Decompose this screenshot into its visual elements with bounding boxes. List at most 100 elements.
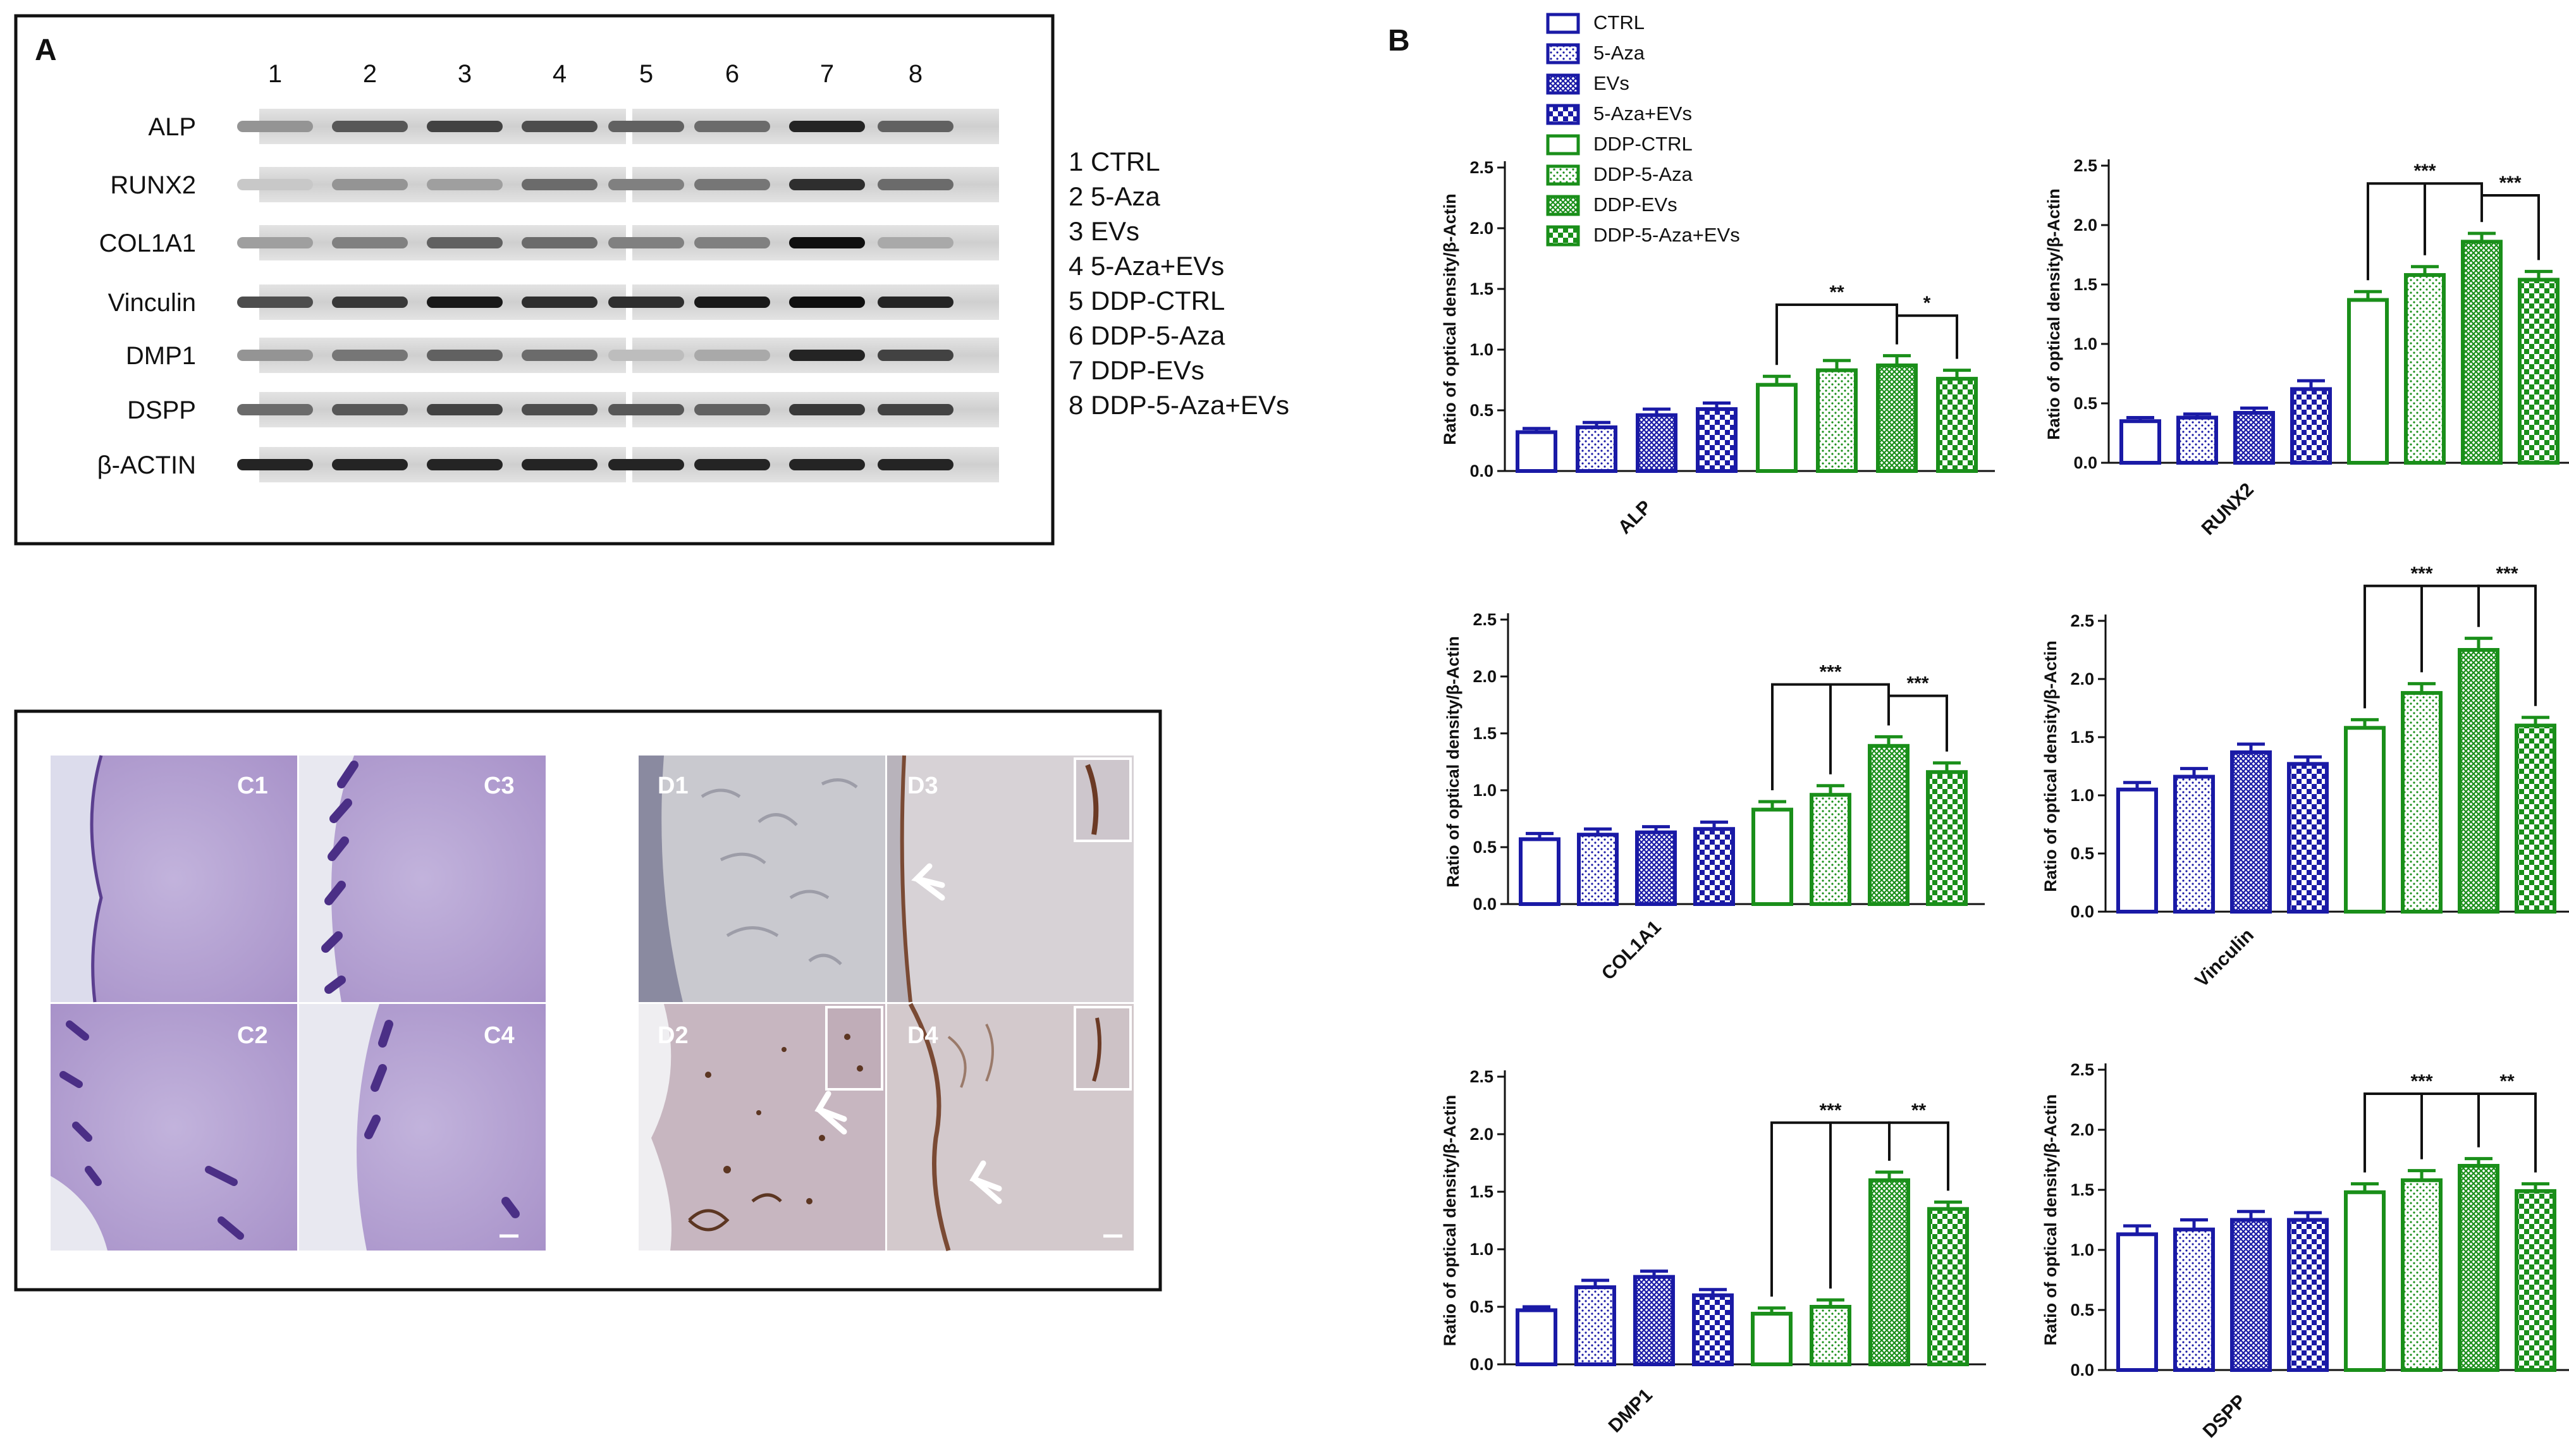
y-tick-label: 2.0 xyxy=(1469,1125,1493,1144)
y-tick-label: 0.5 xyxy=(2073,394,2097,413)
lane-number: 2 xyxy=(363,60,377,88)
legend-swatch xyxy=(1546,104,1580,125)
bar xyxy=(1876,363,1918,474)
blot-label: COL1A1 xyxy=(99,229,196,257)
bar xyxy=(1519,837,1560,907)
legend-swatch xyxy=(1546,195,1580,216)
x-category-label: RUNX2 xyxy=(2198,479,2258,539)
chart-dmp1: 0.0 0.5 1.0 1.5 2.0 2.5 Ratio of optical densi… xyxy=(1440,1067,1986,1436)
legend-swatch xyxy=(1546,43,1580,64)
blot-band xyxy=(694,121,770,132)
blot-band xyxy=(694,297,770,308)
x-category-label: COL1A1 xyxy=(1598,917,1665,984)
y-tick-label: 2.5 xyxy=(2070,1060,2094,1079)
y-tick-label: 1.0 xyxy=(1473,781,1497,800)
lane-legend-item: 4 5-Aza+EVs xyxy=(1069,251,1224,281)
bar xyxy=(2173,1227,2215,1372)
blot-band xyxy=(608,237,684,248)
blot-band xyxy=(332,297,408,308)
bar xyxy=(2287,762,2329,914)
bar xyxy=(1936,377,1978,474)
blot-label: ALP xyxy=(148,113,196,141)
y-tick-label: 1.0 xyxy=(1469,1240,1493,1259)
blot-band xyxy=(427,404,503,415)
lane-legend-item: 5 DDP-CTRL xyxy=(1069,286,1225,315)
bar xyxy=(1692,1293,1734,1367)
blot-rows: ALP RUNX2 COL1A1 Vinculin DMP1 DSPP β-ACTIN xyxy=(97,109,999,482)
lane-number: 8 xyxy=(909,60,923,88)
blot-row: RUNX2 xyxy=(110,167,999,202)
blot-band xyxy=(427,350,503,361)
y-tick-label: 0.5 xyxy=(2070,1300,2094,1319)
significance-bracket xyxy=(2477,584,2537,706)
micrograph-label: C3 xyxy=(484,773,515,799)
bar xyxy=(1751,1311,1793,1366)
bar xyxy=(1636,413,1677,473)
panel-a-western-blot: A 1 2 3 4 5 6 7 8 ALP RUNX2 COL1A1 Vinculin DMP1 DSP… xyxy=(14,14,1289,546)
significance-label: ** xyxy=(1829,282,1844,303)
y-tick-label: 0.0 xyxy=(1469,1355,1493,1374)
bar xyxy=(2458,1164,2499,1372)
legend-swatch xyxy=(1546,225,1580,247)
blot-band xyxy=(427,297,503,308)
y-tick-label: 0.0 xyxy=(1473,895,1497,914)
y-tick-label: 1.0 xyxy=(2070,1240,2094,1259)
y-axis-title: Ratio of optical density/β-Actin xyxy=(2041,640,2060,892)
panel-cd-micrographs: C1 C3 C2 C4 D1 xyxy=(14,709,1162,1292)
panel-a-frame xyxy=(14,14,1055,546)
bar xyxy=(1577,833,1619,906)
bar xyxy=(2518,278,2560,465)
panel-a-lane-legend: 1 CTRL 2 5-Aza 3 EVs 4 5-Aza+EVs 5 DDP-CTRL 6… xyxy=(1069,147,1289,420)
significance-bracket xyxy=(1887,694,1948,752)
blot-label: Vinculin xyxy=(108,289,196,317)
blot-row: DSPP xyxy=(127,392,999,427)
blot-label: DSPP xyxy=(127,396,196,424)
blot-band xyxy=(522,404,598,415)
blot-band xyxy=(878,350,953,361)
bar xyxy=(2515,723,2556,914)
blot-band xyxy=(608,297,684,308)
blot-band xyxy=(694,179,770,190)
lane-legend-item: 7 DDP-EVs xyxy=(1069,355,1205,385)
x-category-label: ALP xyxy=(1614,496,1656,538)
blot-band xyxy=(608,350,684,361)
blot-band xyxy=(237,459,313,470)
legend-label: DDP-CTRL xyxy=(1593,133,1693,155)
significance-bracket xyxy=(2477,1092,2537,1173)
blot-band xyxy=(237,179,313,190)
significance-label: *** xyxy=(2499,173,2521,193)
y-tick-label: 2.0 xyxy=(2073,216,2097,235)
bar xyxy=(1810,1305,1851,1366)
significance-bracket xyxy=(1775,303,1898,365)
blot-band xyxy=(694,350,770,361)
bar xyxy=(1516,430,1557,473)
y-tick-label: 1.0 xyxy=(1469,340,1493,359)
y-tick-label: 0.0 xyxy=(1469,462,1493,480)
micrograph-label: D1 xyxy=(658,773,689,799)
blot-band xyxy=(878,404,953,415)
blot-band xyxy=(789,237,865,248)
lane-number: 6 xyxy=(725,60,739,88)
bar xyxy=(2233,411,2275,465)
bar xyxy=(2515,1189,2556,1373)
y-tick-label: 2.5 xyxy=(2070,611,2094,630)
legend-label: 5-Aza xyxy=(1593,42,1645,64)
y-tick-label: 0.5 xyxy=(1473,838,1497,857)
micrograph-label: C4 xyxy=(484,1022,515,1049)
significance-bracket xyxy=(1888,1121,1949,1191)
blot-band xyxy=(789,350,865,361)
significance-label: *** xyxy=(1906,673,1928,694)
y-tick-label: 1.5 xyxy=(2070,1180,2094,1199)
lane-legend-item: 8 DDP-5-Aza+EVs xyxy=(1069,390,1289,420)
chart-col1a1: 0.0 0.5 1.0 1.5 2.0 2.5 Ratio of optical densi… xyxy=(1444,610,1985,984)
y-tick-label: 0.5 xyxy=(1469,401,1493,420)
bar xyxy=(2119,419,2161,465)
blot-band xyxy=(332,121,408,132)
y-tick-label: 0.0 xyxy=(2073,453,2097,472)
legend-swatch xyxy=(1546,164,1580,186)
blot-band xyxy=(608,404,684,415)
micrograph-d2: D2 xyxy=(639,1004,885,1251)
y-tick-label: 2.0 xyxy=(2070,1120,2094,1139)
bar xyxy=(1635,830,1677,906)
panel-cd-frame xyxy=(14,709,1162,1292)
